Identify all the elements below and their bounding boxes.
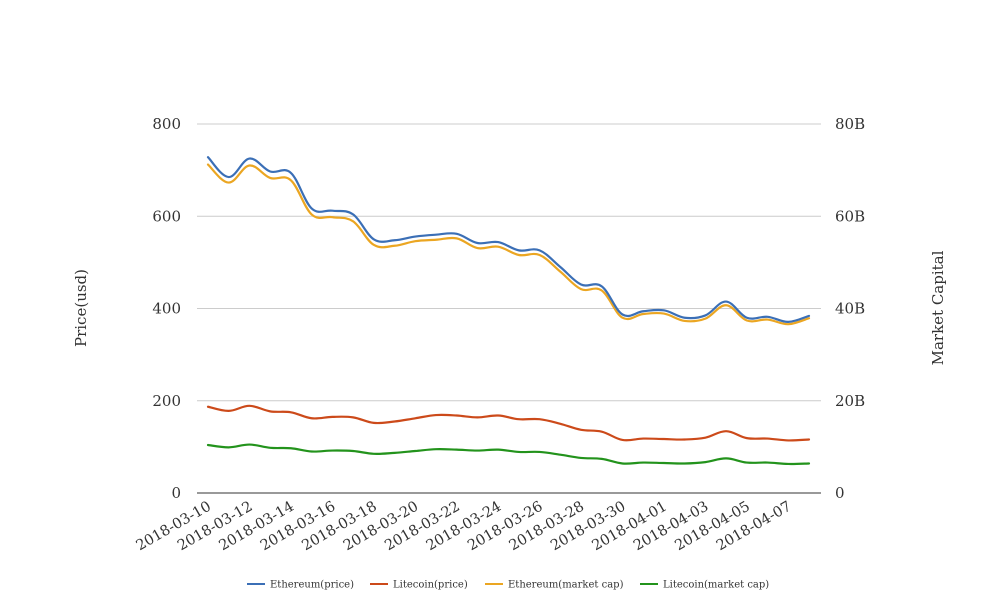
- right-y-tick-label: 20B: [835, 392, 865, 410]
- series-line-ethereum-market-cap: [206, 163, 811, 326]
- legend: Ethereum(price) Litecoin(price) Ethereum(m…: [247, 580, 769, 591]
- right-y-tick-label: 60B: [835, 207, 865, 225]
- series-line-litecoin-price: [206, 404, 811, 442]
- x-axis: 2018-03-102018-03-122018-03-142018-03-16…: [134, 499, 795, 555]
- right-y-tick-label: 0: [835, 484, 845, 502]
- series-line-ethereum-price: [206, 156, 811, 323]
- legend-label: Ethereum(price): [270, 580, 354, 591]
- legend-label: Ethereum(market cap): [508, 580, 624, 591]
- legend-label: Litecoin(price): [393, 580, 468, 591]
- legend-label: Litecoin(market cap): [663, 580, 769, 591]
- right-y-tick-label: 40B: [835, 300, 865, 318]
- left-y-tick-label: 400: [152, 300, 181, 318]
- right-axis-title: Market Capital: [929, 250, 947, 365]
- series-lines: [206, 156, 811, 466]
- left-y-tick-label: 800: [152, 115, 181, 133]
- left-y-tick-label: 200: [152, 392, 181, 410]
- left-y-tick-label: 0: [171, 484, 181, 502]
- left-axis-title: Price(usd): [72, 269, 90, 347]
- series-line-litecoin-market-cap: [206, 443, 811, 466]
- right-y-axis: 0 20B 40B 60B 80B: [835, 115, 865, 502]
- left-y-tick-label: 600: [152, 207, 181, 225]
- right-y-tick-label: 80B: [835, 115, 865, 133]
- left-y-axis: 0 200 400 600 800: [152, 115, 181, 502]
